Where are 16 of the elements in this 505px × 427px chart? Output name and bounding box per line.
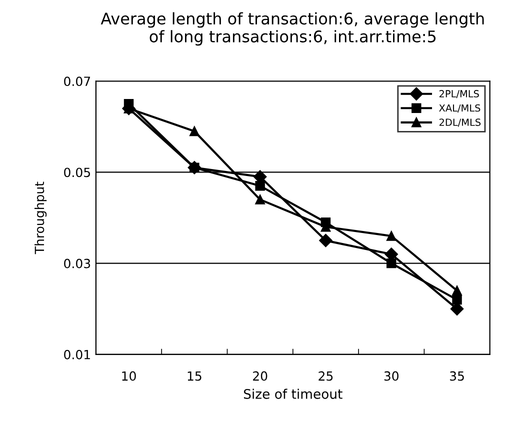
x-tick-label: 30 — [384, 371, 398, 381]
x-tick-label: 35 — [450, 371, 464, 381]
x-tick-label: 10 — [122, 371, 136, 381]
legend-label: XAL/MLS — [439, 104, 480, 112]
y-tick-label: 0.01 — [64, 350, 90, 360]
chart-title: Average length of transaction:6, average length of long transactions:6, int.arr.time:5 — [100, 12, 484, 46]
x-axis-title: Size of timeout — [244, 388, 342, 399]
x-tick-label: 25 — [318, 371, 333, 381]
y-axis-title: Throughput — [34, 182, 47, 254]
x-tick-label: 15 — [188, 371, 202, 381]
legend-label: 2DL/MLS — [439, 118, 481, 127]
x-tick-label: 20 — [253, 371, 268, 381]
y-tick-label: 0.03 — [64, 258, 90, 268]
y-tick-label: 0.05 — [64, 168, 90, 178]
legend-label: 2PL/MLS — [439, 90, 479, 98]
y-tick-label: 0.07 — [64, 76, 90, 86]
